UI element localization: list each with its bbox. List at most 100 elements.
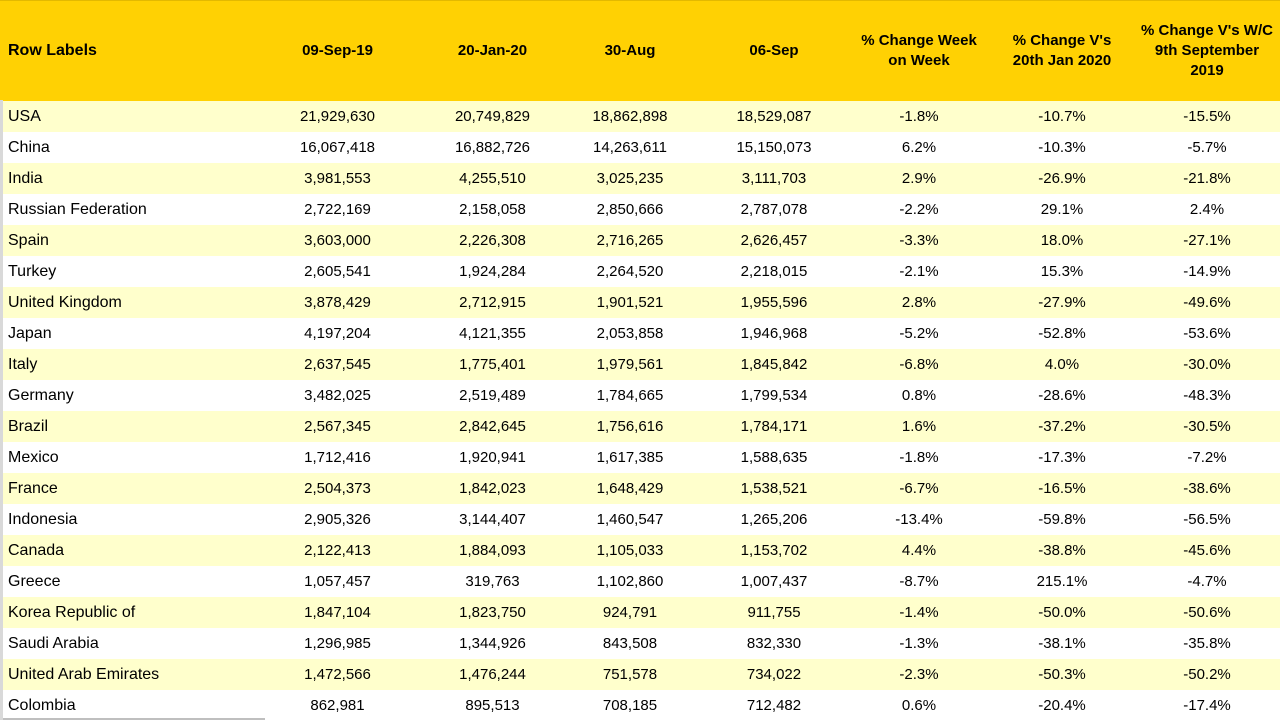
value-cell: 2.4% [1189,201,1225,218]
value-cell: 1,979,561 [596,356,664,373]
value-cell: 1,538,521 [740,480,808,497]
table-row: Russian Federation 2,722,169 2,158,058 2,85… [0,194,1280,225]
value-cell: -38.8% [1038,542,1086,559]
value-cell: 1,847,104 [304,604,371,621]
value-cell: 1,007,437 [740,573,808,590]
value-cell: 1,344,926 [459,635,526,652]
value-cell: 3,603,000 [304,232,371,249]
column-header-4: 06-Sep [749,42,799,59]
value-cell: 2,226,308 [459,232,526,249]
column-header-6: % Change V's 20th Jan 2020 [1012,32,1112,69]
value-cell: -5.2% [899,325,939,342]
value-cell: 4,197,204 [304,325,371,342]
value-cell: -1.8% [899,449,939,466]
value-cell: 215.1% [1036,573,1088,590]
value-cell: 6.2% [901,139,937,156]
row-label-cell: India [8,169,43,187]
table-row: Japan 4,197,204 4,121,355 2,053,858 1,946,96… [0,318,1280,349]
value-cell: 2.8% [901,294,937,311]
row-label-cell: Turkey [8,262,57,280]
value-cell: 18.0% [1040,232,1084,249]
value-cell: 1,901,521 [596,294,664,311]
value-cell: -30.5% [1183,418,1231,435]
column-header-3: 30-Aug [604,42,656,59]
table-row: France 2,504,373 1,842,023 1,648,429 1,538,5… [0,473,1280,504]
value-cell: -56.5% [1183,511,1231,528]
value-cell: 15,150,073 [736,139,812,156]
value-cell: 1,153,702 [740,542,808,559]
value-cell: 1,617,385 [596,449,664,466]
row-label-cell: Germany [8,386,74,404]
value-cell: -2.2% [899,201,939,218]
value-cell: -2.3% [899,666,939,683]
value-cell: 1,472,566 [304,666,371,683]
value-cell: 319,763 [465,573,520,590]
value-cell: -50.2% [1183,666,1231,683]
value-cell: -37.2% [1038,418,1086,435]
value-cell: 2,850,666 [596,201,664,218]
value-cell: 2,605,541 [304,263,371,280]
value-cell: -30.0% [1183,356,1231,373]
table-row: India 3,981,553 4,255,510 3,025,235 3,111,70… [0,163,1280,194]
value-cell: -17.3% [1038,449,1086,466]
table-row: United Kingdom 3,878,429 2,712,915 1,901,52… [0,287,1280,318]
row-label-cell: Russian Federation [8,200,147,218]
value-cell: -14.9% [1183,263,1231,280]
value-cell: 2,637,545 [304,356,371,373]
value-cell: 1,924,284 [459,263,526,280]
value-cell: -28.6% [1038,387,1086,404]
value-cell: 16,882,726 [454,139,531,156]
value-cell: 2,787,078 [740,201,808,218]
value-cell: 0.6% [901,697,937,714]
table-row: Spain 3,603,000 2,226,308 2,716,265 2,626,45… [0,225,1280,256]
table-row: Colombia 862,981 895,513 708,185 712,482 0.6%… [0,690,1280,720]
row-label-cell: Brazil [8,417,49,435]
value-cell: 1,102,860 [596,573,664,590]
row-label-cell: United Arab Emirates [8,665,160,683]
value-cell: -17.4% [1183,697,1231,714]
value-cell: 708,185 [602,697,658,714]
value-cell: 2,842,645 [459,418,526,435]
sheet-left-edge [0,100,3,720]
value-cell: 1,476,244 [459,666,526,683]
value-cell: -50.0% [1038,604,1086,621]
value-cell: -52.8% [1038,325,1086,342]
value-cell: -38.1% [1038,635,1086,652]
value-cell: 2,053,858 [596,325,664,342]
row-labels-column-bottom-border [3,718,265,720]
value-cell: -59.8% [1038,511,1086,528]
table-body: USA 21,929,630 20,749,829 18,862,898 18,529,… [0,101,1280,720]
row-label-cell: USA [8,107,41,125]
value-cell: -8.7% [899,573,939,590]
row-label-cell: Colombia [8,696,76,714]
value-cell: -21.8% [1183,170,1231,187]
value-cell: -50.6% [1183,604,1231,621]
table-row: Canada 2,122,413 1,884,093 1,105,033 1,153,7… [0,535,1280,566]
value-cell: -13.4% [895,511,943,528]
value-cell: 2,712,915 [459,294,526,311]
value-cell: 734,022 [746,666,802,683]
value-cell: 1,460,547 [596,511,664,528]
value-cell: 16,067,418 [299,139,376,156]
value-cell: 3,878,429 [304,294,371,311]
value-cell: 751,578 [602,666,658,683]
value-cell: -27.1% [1183,232,1231,249]
value-cell: 832,330 [746,635,802,652]
value-cell: -20.4% [1038,697,1086,714]
value-cell: 2,626,457 [740,232,808,249]
row-label-cell: Spain [8,231,49,249]
column-header-2: 20-Jan-20 [457,42,528,59]
value-cell: -27.9% [1038,294,1086,311]
row-label-cell: Mexico [8,448,59,466]
value-cell: 3,111,703 [741,170,807,187]
row-label-cell: Greece [8,572,61,590]
table-row: Brazil 2,567,345 2,842,645 1,756,616 1,784,1… [0,411,1280,442]
value-cell: 21,929,630 [299,108,376,125]
value-cell: 4,121,355 [459,325,526,342]
value-cell: 14,263,611 [593,139,667,156]
table-row: United Arab Emirates 1,472,566 1,476,244 75… [0,659,1280,690]
column-header-5: % Change Week on Week [861,32,977,69]
value-cell: 1.6% [901,418,937,435]
value-cell: 1,842,023 [459,480,526,497]
value-cell: 3,144,407 [459,511,526,528]
